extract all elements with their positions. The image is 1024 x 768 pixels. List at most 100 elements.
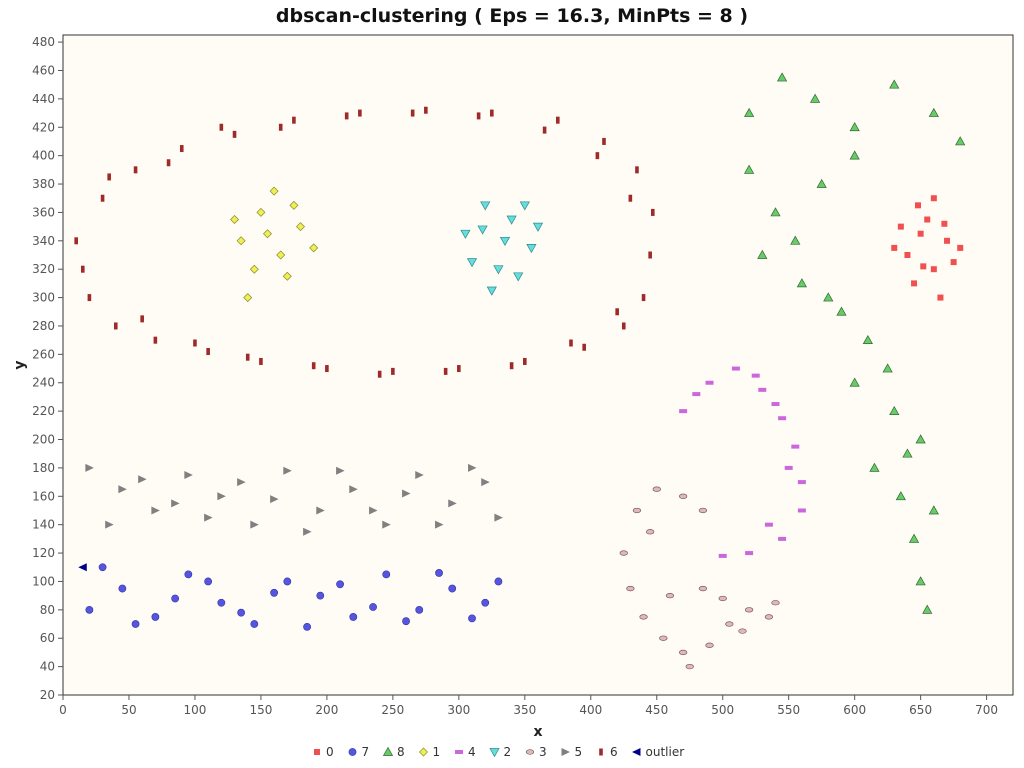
point-0 xyxy=(957,244,964,251)
x-tick-label: 700 xyxy=(975,703,998,717)
point-3 xyxy=(764,614,774,620)
x-tick-label: 650 xyxy=(909,703,932,717)
plot-area xyxy=(62,34,1014,696)
point-7 xyxy=(237,608,246,617)
point-2 xyxy=(519,201,530,211)
point-7 xyxy=(118,584,127,593)
y-tick-label: 460 xyxy=(32,63,55,77)
point-7 xyxy=(131,620,140,628)
y-tick-label: 300 xyxy=(32,291,55,305)
y-tick-label: 180 xyxy=(32,461,55,475)
point-1 xyxy=(289,200,299,210)
x-tick-label: 600 xyxy=(843,703,866,717)
point-3 xyxy=(771,600,780,606)
point-6 xyxy=(621,322,626,330)
series-2 xyxy=(460,201,544,296)
point-8 xyxy=(955,136,966,146)
y-tick-label: 340 xyxy=(32,234,55,248)
point-6 xyxy=(179,145,184,153)
point-5 xyxy=(118,485,127,494)
point-2 xyxy=(506,215,517,225)
series-7 xyxy=(85,563,503,631)
point-0 xyxy=(891,244,898,251)
point-7 xyxy=(448,584,457,593)
point-0 xyxy=(904,252,911,258)
legend-marker-8 xyxy=(382,746,394,756)
point-6 xyxy=(80,265,85,273)
point-4 xyxy=(679,409,688,414)
point-3 xyxy=(678,649,688,656)
points-layer xyxy=(74,72,966,670)
series-3 xyxy=(619,486,780,670)
legend-label: 4 xyxy=(468,745,476,759)
point-3 xyxy=(705,642,714,648)
series-0 xyxy=(891,195,964,301)
y-tick-label: 40 xyxy=(40,660,55,674)
point-5 xyxy=(204,513,213,522)
point-0 xyxy=(930,266,937,273)
point-6 xyxy=(259,357,263,365)
legend-label: 3 xyxy=(539,745,547,759)
series-8 xyxy=(744,72,966,614)
point-7 xyxy=(349,613,358,621)
point-5 xyxy=(448,499,457,508)
point-6 xyxy=(278,123,283,131)
point-6 xyxy=(569,339,573,347)
point-7 xyxy=(270,588,279,597)
legend-label: 1 xyxy=(433,745,441,759)
point-5 xyxy=(481,478,490,487)
point-0 xyxy=(937,294,944,301)
point-1 xyxy=(249,264,259,274)
point-8 xyxy=(895,491,906,501)
legend-label: 7 xyxy=(362,745,370,759)
point-8 xyxy=(744,107,755,117)
point-6 xyxy=(457,365,461,373)
point-4 xyxy=(731,366,740,371)
point-8 xyxy=(882,363,893,373)
legend: 0 7 8 1 4 2 3 5 6 outlier xyxy=(314,745,684,759)
point-8 xyxy=(849,122,860,132)
point-6 xyxy=(344,112,349,120)
point-6 xyxy=(100,194,105,202)
point-3 xyxy=(665,592,675,599)
point-1 xyxy=(236,236,246,246)
point-5 xyxy=(250,520,259,529)
point-8 xyxy=(889,79,900,89)
point-6 xyxy=(595,152,600,160)
point-3 xyxy=(646,529,655,535)
x-tick-label: 550 xyxy=(777,703,800,717)
point-0 xyxy=(950,259,957,266)
x-tick-label: 200 xyxy=(315,703,338,717)
point-1 xyxy=(276,250,286,260)
point-3 xyxy=(685,663,694,670)
point-4 xyxy=(791,444,800,449)
point-8 xyxy=(757,249,768,259)
x-tick-label: 300 xyxy=(447,703,470,717)
point-8 xyxy=(889,405,900,415)
point-0 xyxy=(920,263,927,270)
legend-label: 6 xyxy=(610,745,618,759)
series-4 xyxy=(679,366,806,558)
point-0 xyxy=(924,216,931,223)
point-6 xyxy=(107,173,111,181)
point-5 xyxy=(369,506,378,515)
point-6 xyxy=(232,130,237,138)
point-4 xyxy=(778,416,787,421)
y-tick-label: 260 xyxy=(32,347,55,361)
x-tick-label: 450 xyxy=(645,703,668,717)
point-7 xyxy=(494,577,503,586)
point-8 xyxy=(849,150,860,160)
point-6 xyxy=(490,109,494,117)
point-4 xyxy=(764,522,773,527)
legend-label: 8 xyxy=(397,745,405,759)
x-tick-label: 100 xyxy=(183,703,206,717)
y-tick-label: 480 xyxy=(32,35,55,49)
series-1 xyxy=(230,186,319,303)
legend-label: 2 xyxy=(504,745,512,759)
point-7 xyxy=(382,570,391,579)
point-1 xyxy=(230,215,240,225)
point-7 xyxy=(402,617,410,626)
point-1 xyxy=(243,293,253,303)
legend-label: 5 xyxy=(575,745,583,759)
point-5 xyxy=(382,520,391,529)
